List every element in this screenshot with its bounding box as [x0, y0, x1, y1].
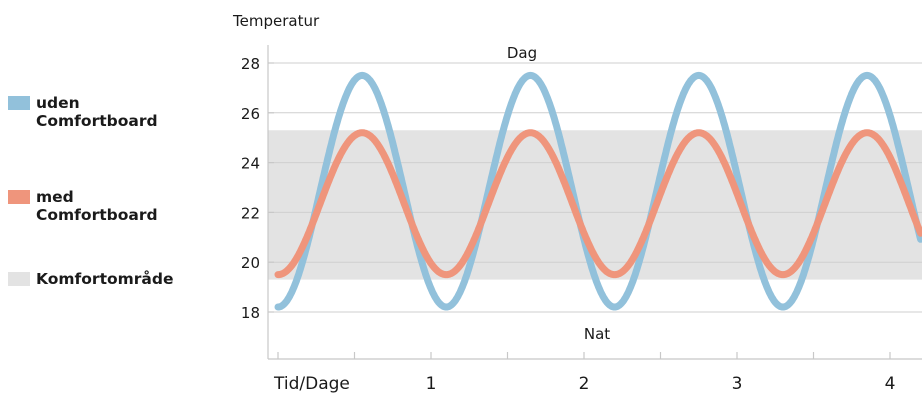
legend-label-uden: uden Comfortboard — [36, 94, 158, 130]
legend-label-med: med Comfortboard — [36, 188, 158, 224]
y-tick-label-18: 18 — [241, 304, 260, 322]
x-tick-label-4: 4 — [885, 374, 896, 394]
legend-item-komfortomraade: Komfortområde — [8, 270, 174, 288]
legend-item-uden-comfortboard: uden Comfortboard — [8, 94, 158, 130]
legend-label-komfort: Komfortområde — [36, 270, 174, 288]
y-tick-label-24: 24 — [241, 155, 260, 173]
x-tick-label-3: 3 — [732, 374, 743, 394]
y-tick-label-28: 28 — [241, 55, 260, 73]
y-axis-label: Temperatur — [232, 12, 320, 30]
legend-item-med-comfortboard: med Comfortboard — [8, 188, 158, 224]
annotation-dag: Dag — [507, 44, 537, 62]
y-tick-label-22: 22 — [241, 204, 260, 222]
y-tick-label-20: 20 — [241, 254, 260, 272]
annotation-nat: Nat — [584, 325, 610, 343]
y-tick-label-26: 26 — [241, 105, 260, 123]
x-tick-label-0: Tid/Dage — [273, 374, 350, 394]
series-line-med-comfortboard — [274, 129, 922, 279]
x-tick-label-2: 2 — [579, 374, 590, 394]
legend-swatch-komfort — [8, 272, 30, 286]
x-tick-label-1: 1 — [426, 374, 437, 394]
legend-swatch-med — [8, 190, 30, 204]
legend-swatch-uden — [8, 96, 30, 110]
